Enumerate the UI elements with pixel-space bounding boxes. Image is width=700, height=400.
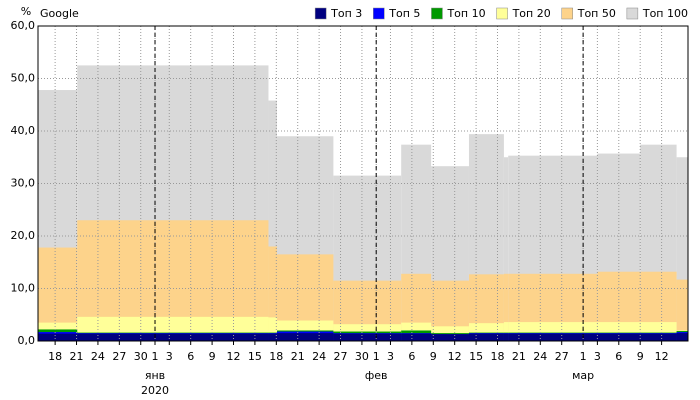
- x-tick-label: 9: [209, 350, 216, 363]
- x-tick-label: 18: [269, 350, 283, 363]
- legend-label: Топ 3: [330, 7, 362, 20]
- x-tick-label: 21: [291, 350, 305, 363]
- x-tick-label: 15: [469, 350, 483, 363]
- x-tick-label: 3: [387, 350, 394, 363]
- area-segment: [468, 333, 504, 341]
- x-tick-label: 9: [637, 350, 644, 363]
- x-tick-label: 24: [312, 350, 326, 363]
- x-tick-label: 3: [166, 350, 173, 363]
- x-tick-label: 12: [226, 350, 240, 363]
- area-segment: [277, 333, 334, 341]
- legend-swatch: [314, 7, 327, 20]
- legend-swatch: [496, 7, 508, 20]
- area-segment: [38, 333, 78, 341]
- area-segment: [268, 100, 278, 341]
- legend-swatch: [626, 7, 639, 20]
- legend-label: Топ 5: [388, 7, 420, 20]
- x-tick-label: 27: [112, 350, 126, 363]
- x-tick-label: 24: [533, 350, 547, 363]
- month-label: янв: [145, 369, 165, 382]
- y-tick-label: 10,0: [11, 282, 36, 295]
- area-segment: [268, 246, 278, 341]
- area-segment: [77, 333, 269, 341]
- x-tick-label: 6: [615, 350, 622, 363]
- y-tick-label: 0,0: [18, 334, 36, 347]
- legend-label: Топ 20: [512, 7, 551, 20]
- legend-swatch: [431, 7, 443, 20]
- x-tick-label: 9: [430, 350, 437, 363]
- legend-label: Топ 50: [577, 7, 616, 20]
- legend-label: Топ 100: [642, 7, 688, 20]
- area-segment: [503, 157, 509, 341]
- y-tick-label: 30,0: [11, 177, 36, 190]
- x-tick-label: 12: [448, 350, 462, 363]
- y-axis-label: %: [21, 5, 31, 18]
- area-segment: [401, 333, 432, 341]
- x-tick-label: 1: [152, 350, 159, 363]
- x-tick-label: 21: [70, 350, 84, 363]
- x-tick-label: 21: [512, 350, 526, 363]
- y-tick-label: 20,0: [11, 229, 36, 242]
- x-tick-label: 27: [555, 350, 569, 363]
- x-tick-label: 30: [134, 350, 148, 363]
- area-segment: [503, 273, 509, 341]
- x-tick-label: 30: [355, 350, 369, 363]
- area-segment: [508, 333, 598, 341]
- plot-frame: [37, 25, 689, 342]
- area-segment: [268, 317, 278, 341]
- chart-title: Google: [40, 7, 79, 20]
- y-tick-label: 50,0: [11, 72, 36, 85]
- x-tick-label: 24: [91, 350, 105, 363]
- month-label: фев: [365, 369, 388, 382]
- legend-label: Топ 10: [446, 7, 485, 20]
- x-tick-label: 1: [580, 350, 587, 363]
- x-tick-label: 15: [248, 350, 262, 363]
- legend-swatch: [373, 7, 385, 20]
- area-segment: [676, 333, 688, 341]
- area-segment: [431, 334, 469, 341]
- x-tick-label: 6: [408, 350, 415, 363]
- y-tick-label: 40,0: [11, 124, 36, 137]
- area-segment: [676, 157, 688, 341]
- area-segment: [503, 333, 509, 341]
- legend-swatch: [561, 7, 573, 20]
- area-segment: [333, 333, 402, 341]
- area-segment: [503, 322, 509, 341]
- area-segment: [640, 333, 677, 341]
- x-tick-label: 12: [655, 350, 669, 363]
- area-segment: [597, 333, 641, 341]
- year-label: 2020: [141, 384, 169, 397]
- x-tick-label: 6: [187, 350, 194, 363]
- month-label: мар: [572, 369, 594, 382]
- x-tick-label: 18: [48, 350, 62, 363]
- x-tick-label: 1: [373, 350, 380, 363]
- area-segment: [676, 279, 688, 341]
- x-tick-label: 18: [490, 350, 504, 363]
- y-tick-label: 60,0: [11, 19, 36, 32]
- area-segment: [268, 333, 278, 341]
- x-tick-label: 3: [594, 350, 601, 363]
- x-tick-label: 27: [334, 350, 348, 363]
